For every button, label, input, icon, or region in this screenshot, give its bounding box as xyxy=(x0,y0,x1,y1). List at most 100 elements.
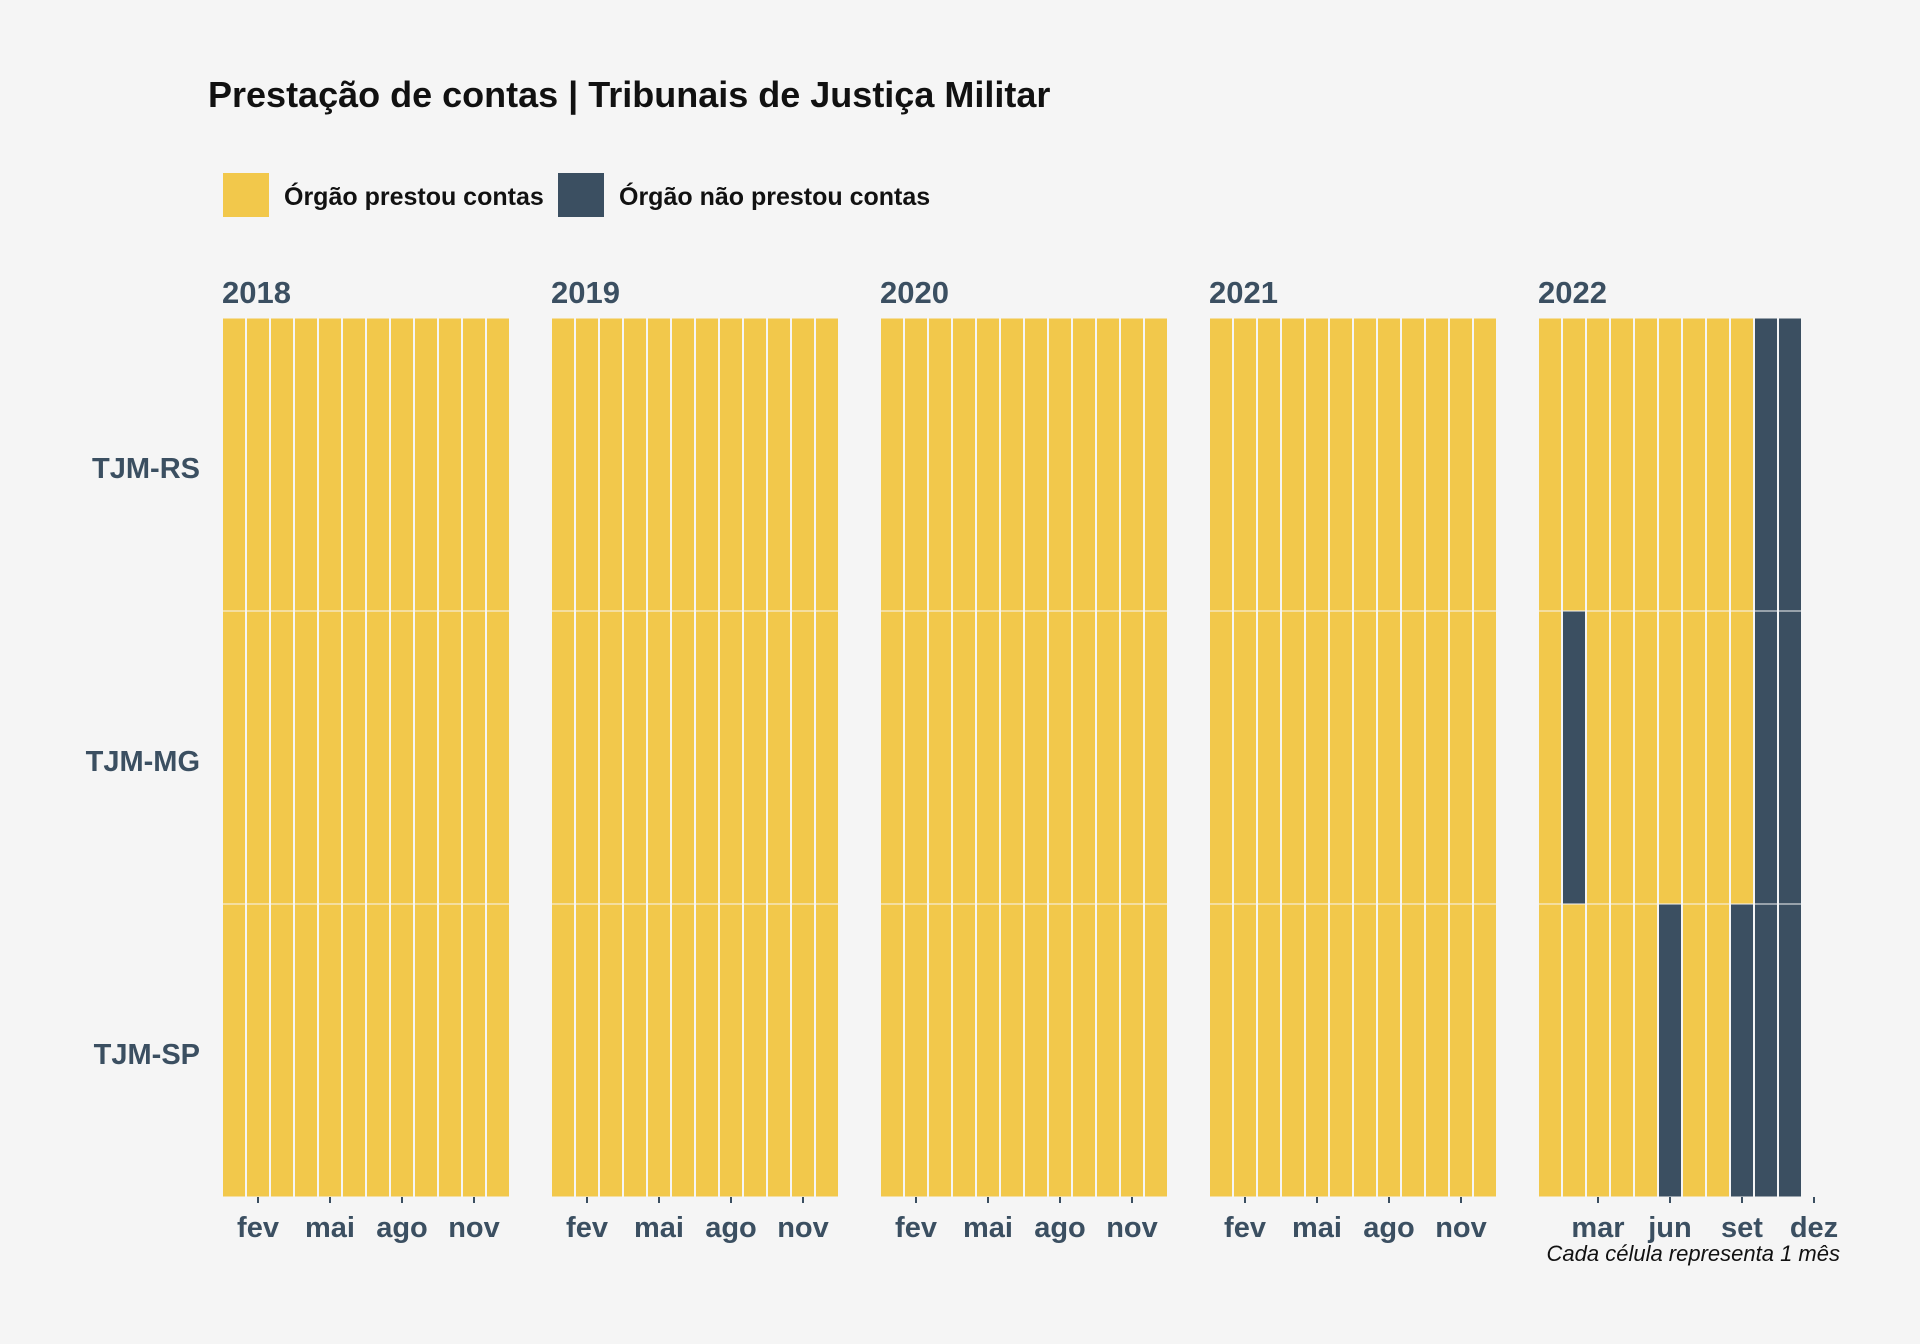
heatmap-cell xyxy=(1306,318,1328,611)
heatmap-cell xyxy=(1659,318,1681,611)
heatmap-cell xyxy=(696,904,718,1197)
heatmap-cell xyxy=(1210,904,1232,1197)
heatmap-cell xyxy=(1779,318,1801,611)
heatmap-cell xyxy=(1474,318,1496,611)
heatmap-cell xyxy=(1001,611,1023,904)
heatmap-cell xyxy=(1330,318,1352,611)
heatmap-cell xyxy=(1402,611,1424,904)
x-tick-label: set xyxy=(1721,1212,1763,1244)
heatmap-cell xyxy=(624,611,646,904)
heatmap-cell xyxy=(881,318,903,611)
heatmap-cell xyxy=(1073,318,1095,611)
heatmap-cell xyxy=(1258,318,1280,611)
heatmap-cell xyxy=(1707,611,1729,904)
year-label: 2020 xyxy=(880,275,949,310)
legend-label-prestou: Órgão prestou contas xyxy=(284,181,544,211)
heatmap-cell xyxy=(953,611,975,904)
heatmap-cell xyxy=(576,611,598,904)
heatmap-cell xyxy=(1378,904,1400,1197)
heatmap-cell xyxy=(247,611,269,904)
heatmap-cell xyxy=(1210,611,1232,904)
heatmap-cell xyxy=(1450,611,1472,904)
heatmap-cell xyxy=(1426,611,1448,904)
heatmap-cell xyxy=(1474,611,1496,904)
x-tick-label: nov xyxy=(777,1212,829,1244)
heatmap-cell xyxy=(487,318,509,611)
heatmap-cell xyxy=(576,318,598,611)
heatmap-cell xyxy=(720,318,742,611)
heatmap-cell xyxy=(929,904,951,1197)
heatmap-cell xyxy=(1659,611,1681,904)
heatmap-cell xyxy=(1539,611,1561,904)
heatmap-cell xyxy=(1145,611,1167,904)
heatmap-cell xyxy=(1306,904,1328,1197)
heatmap-cell xyxy=(1755,904,1777,1197)
heatmap-cell xyxy=(1354,904,1376,1197)
heatmap-cell xyxy=(1378,611,1400,904)
heatmap-cell xyxy=(648,904,670,1197)
heatmap-cell xyxy=(295,904,317,1197)
heatmap-cell xyxy=(953,904,975,1197)
year-panel: 2018 fev mai ago nov xyxy=(222,275,509,1244)
heatmap-cell xyxy=(1025,611,1047,904)
heatmap-cell xyxy=(391,318,413,611)
heatmap-cell xyxy=(929,611,951,904)
year-panel: 2022 mar jun set dez xyxy=(1538,275,1838,1244)
legend-swatch-prestou xyxy=(223,173,269,217)
x-tick-label: mai xyxy=(634,1212,684,1244)
heatmap-cell xyxy=(977,318,999,611)
heatmap-cell xyxy=(600,611,622,904)
heatmap-cell xyxy=(1121,904,1143,1197)
heatmap-cell xyxy=(271,904,293,1197)
heatmap-cell xyxy=(415,318,437,611)
row-labels: TJM-RS TJM-MG TJM-SP xyxy=(86,453,200,1071)
heatmap-cell xyxy=(768,318,790,611)
x-tick-label: ago xyxy=(1363,1212,1415,1244)
heatmap-cell xyxy=(648,318,670,611)
x-tick-label: fev xyxy=(566,1212,608,1244)
heatmap-cell xyxy=(343,611,365,904)
year-label: 2021 xyxy=(1209,275,1278,310)
heatmap-cell xyxy=(792,318,814,611)
heatmap-cell xyxy=(487,904,509,1197)
heatmap-cell xyxy=(1378,318,1400,611)
heatmap-cell xyxy=(1611,904,1633,1197)
heatmap-cell xyxy=(792,611,814,904)
heatmap-cell xyxy=(1450,904,1472,1197)
x-tick-label: mai xyxy=(963,1212,1013,1244)
heatmap-cell xyxy=(1563,904,1585,1197)
row-label: TJM-SP xyxy=(94,1039,200,1071)
heatmap-cell xyxy=(1707,318,1729,611)
heatmap-cell xyxy=(463,904,485,1197)
heatmap-cell xyxy=(744,318,766,611)
row-label: TJM-MG xyxy=(86,746,200,778)
heatmap-cell xyxy=(768,611,790,904)
heatmap-cell xyxy=(295,611,317,904)
heatmap-cell xyxy=(1683,318,1705,611)
x-tick-label: mar xyxy=(1571,1212,1624,1244)
year-label: 2022 xyxy=(1538,275,1607,310)
heatmap-cell xyxy=(1073,904,1095,1197)
heatmap-cell xyxy=(977,611,999,904)
heatmap-cell xyxy=(1563,318,1585,611)
heatmap-cell xyxy=(1330,611,1352,904)
x-tick-label: dez xyxy=(1790,1212,1838,1244)
heatmap-cell xyxy=(1731,318,1753,611)
x-tick-label: nov xyxy=(1106,1212,1158,1244)
heatmap-cell xyxy=(672,318,694,611)
heatmap-cell xyxy=(1426,318,1448,611)
heatmap-cell xyxy=(1001,904,1023,1197)
heatmap-cell xyxy=(391,904,413,1197)
heatmap-cell xyxy=(1049,611,1071,904)
x-tick-label: nov xyxy=(1435,1212,1487,1244)
heatmap-cell xyxy=(1097,611,1119,904)
heatmap-cell xyxy=(1234,611,1256,904)
chart-title: Prestação de contas | Tribunais de Justi… xyxy=(208,74,1050,116)
heatmap-cell xyxy=(319,318,341,611)
year-panel: 2021 fev mai ago nov xyxy=(1209,275,1496,1244)
heatmap-cell xyxy=(648,611,670,904)
heatmap-cell xyxy=(1073,611,1095,904)
x-tick-label: fev xyxy=(895,1212,937,1244)
x-tick-label: mai xyxy=(305,1212,355,1244)
